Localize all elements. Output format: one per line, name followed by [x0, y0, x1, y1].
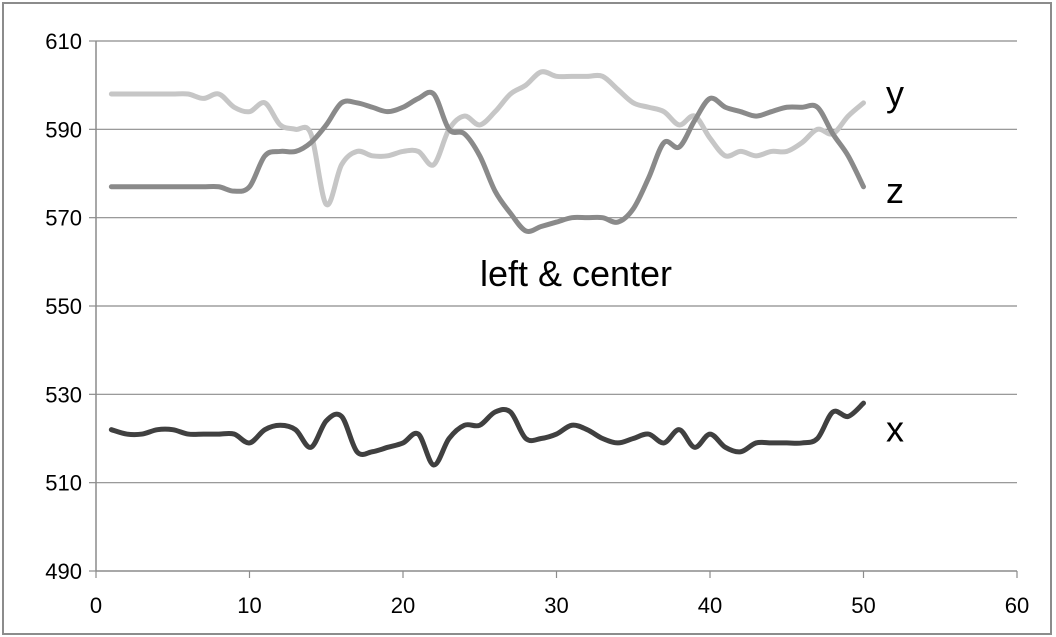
xtick-label: 10	[237, 593, 261, 618]
xtick-label: 40	[698, 593, 722, 618]
axis-layer	[89, 40, 1018, 578]
xtick-label: 60	[1005, 593, 1029, 618]
xtick-label: 20	[391, 593, 415, 618]
xtick-label: 0	[90, 593, 102, 618]
ytick-label: 510	[45, 471, 82, 496]
ytick-label: 550	[45, 294, 82, 319]
xtick-label: 50	[851, 593, 875, 618]
chart-annotation: left & center	[480, 253, 672, 294]
ytick-label: 530	[45, 382, 82, 407]
series-label-y: y	[886, 73, 904, 114]
series-label-layer: y z x	[886, 73, 904, 450]
series-label-x: x	[886, 409, 904, 450]
series-line-z	[108, 89, 866, 234]
ytick-label: 490	[45, 559, 82, 584]
series-line-x	[108, 400, 866, 468]
xtick-label: 30	[544, 593, 568, 618]
series-line-y	[108, 69, 866, 208]
series-layer	[108, 69, 866, 468]
ytick-label: 610	[45, 29, 82, 54]
grid-layer	[96, 40, 1017, 484]
series-label-z: z	[886, 170, 904, 211]
ytick-label: 570	[45, 206, 82, 231]
ytick-label: 590	[45, 117, 82, 142]
tick-label-layer: 490 510 530 550 570 590 610 0 10 20 30 40 50 60	[45, 29, 1029, 618]
